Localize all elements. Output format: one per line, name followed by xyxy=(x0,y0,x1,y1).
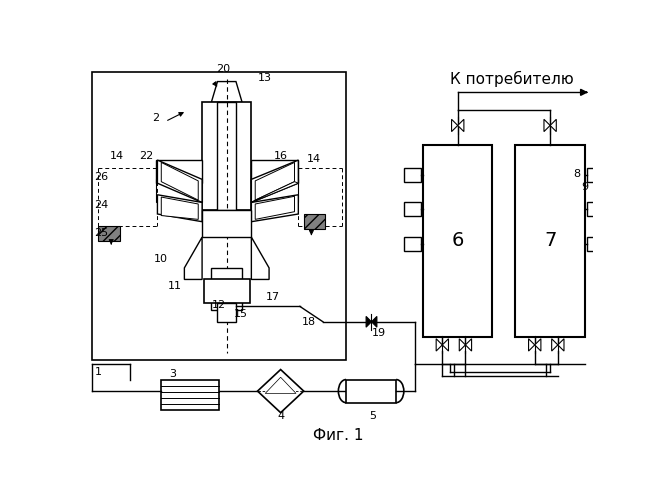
Polygon shape xyxy=(436,338,442,351)
Bar xyxy=(587,168,604,181)
Bar xyxy=(212,268,242,310)
Text: 5: 5 xyxy=(369,410,377,420)
Polygon shape xyxy=(251,237,269,280)
Bar xyxy=(156,180,202,203)
Text: 12: 12 xyxy=(212,300,226,310)
Polygon shape xyxy=(184,237,202,280)
Bar xyxy=(346,380,396,402)
Polygon shape xyxy=(161,162,198,200)
Polygon shape xyxy=(251,182,298,203)
Text: 8: 8 xyxy=(574,169,580,179)
Polygon shape xyxy=(265,377,296,394)
Polygon shape xyxy=(212,82,242,102)
Text: 18: 18 xyxy=(302,317,316,327)
Bar xyxy=(204,280,250,302)
Bar xyxy=(251,180,297,203)
Polygon shape xyxy=(442,338,448,351)
Bar xyxy=(98,226,120,241)
Bar xyxy=(404,237,421,251)
Polygon shape xyxy=(157,160,202,202)
Polygon shape xyxy=(550,120,557,132)
Text: 10: 10 xyxy=(154,254,169,264)
Polygon shape xyxy=(451,120,457,132)
Polygon shape xyxy=(255,196,295,220)
Text: 20: 20 xyxy=(215,64,230,74)
Text: 15: 15 xyxy=(233,309,248,319)
Polygon shape xyxy=(535,338,541,351)
Text: 25: 25 xyxy=(94,228,108,238)
Text: 6: 6 xyxy=(451,232,464,250)
Text: 2: 2 xyxy=(152,113,159,122)
Polygon shape xyxy=(157,194,202,222)
Bar xyxy=(303,214,325,230)
Polygon shape xyxy=(457,120,464,132)
Polygon shape xyxy=(529,338,535,351)
Bar xyxy=(251,160,297,183)
Text: 9: 9 xyxy=(581,182,588,192)
Polygon shape xyxy=(161,197,198,220)
Text: 24: 24 xyxy=(94,200,108,210)
Bar xyxy=(217,102,236,210)
Text: 11: 11 xyxy=(168,280,182,290)
Text: 17: 17 xyxy=(266,292,280,302)
Text: 22: 22 xyxy=(139,151,153,161)
Bar xyxy=(92,72,346,360)
Text: 7: 7 xyxy=(544,232,557,250)
Text: 19: 19 xyxy=(371,328,385,338)
Polygon shape xyxy=(251,194,298,222)
Bar xyxy=(156,160,202,183)
Polygon shape xyxy=(258,370,303,412)
Polygon shape xyxy=(558,338,564,351)
Bar xyxy=(587,237,604,251)
Bar xyxy=(516,144,585,337)
Bar xyxy=(202,102,251,210)
Polygon shape xyxy=(366,316,371,327)
Text: 13: 13 xyxy=(258,72,272,83)
Polygon shape xyxy=(552,338,558,351)
Bar xyxy=(404,202,421,216)
Polygon shape xyxy=(251,160,298,202)
Text: 14: 14 xyxy=(110,151,124,161)
Text: Фиг. 1: Фиг. 1 xyxy=(313,428,364,444)
Bar xyxy=(404,168,421,181)
Bar xyxy=(587,202,604,216)
Text: 3: 3 xyxy=(169,369,176,379)
Text: 16: 16 xyxy=(274,151,288,161)
Text: 1: 1 xyxy=(95,367,102,377)
Polygon shape xyxy=(371,316,377,327)
Polygon shape xyxy=(544,120,550,132)
Bar xyxy=(161,380,219,410)
Bar xyxy=(423,144,492,337)
Polygon shape xyxy=(202,210,251,237)
Bar xyxy=(217,302,236,322)
Text: 14: 14 xyxy=(307,154,321,164)
Polygon shape xyxy=(465,338,471,351)
Polygon shape xyxy=(255,162,295,200)
Polygon shape xyxy=(459,338,465,351)
Text: 26: 26 xyxy=(94,172,108,182)
Text: К потребителю: К потребителю xyxy=(450,71,574,88)
Text: 4: 4 xyxy=(277,410,284,420)
